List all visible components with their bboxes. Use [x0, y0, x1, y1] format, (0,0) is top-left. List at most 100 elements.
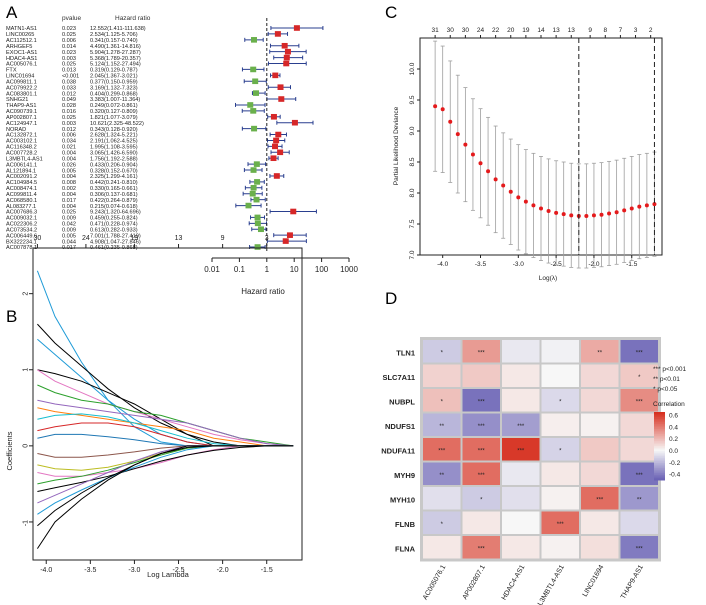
- heatmap-cell: [541, 487, 579, 510]
- forest-pvalue: 0.004: [62, 156, 76, 162]
- forest-hr-point: [274, 31, 281, 37]
- forest-gene-label: AC007878.1: [6, 245, 37, 251]
- heatmap-cell: [462, 536, 500, 559]
- lasso-coef-path: [37, 445, 294, 471]
- forest-pvalue: 0.044: [62, 239, 76, 245]
- heatmap-sig-star: ***: [478, 350, 486, 356]
- forest-hr-text: 4.908(1.047-27.846): [90, 239, 141, 245]
- cv-y-tick-label: 7.0: [409, 250, 416, 259]
- forest-hr-point: [251, 125, 258, 132]
- forest-pvalue: 0.005: [62, 168, 76, 174]
- cv-point: [448, 119, 453, 124]
- heatmap-sig-star: ***: [636, 546, 644, 552]
- forest-pvalue: 0.016: [62, 109, 76, 115]
- lasso-x-tick-label: -1.5: [261, 567, 273, 574]
- forest-hr-text: 0.404(0.299-0.868): [90, 91, 138, 97]
- heatmap-sig-star: *: [441, 399, 444, 405]
- forest-gene-label: NORAD: [6, 127, 26, 133]
- forest-pvalue: 0.026: [62, 162, 76, 168]
- forest-pvalue: 0.023: [62, 50, 76, 56]
- lasso-plot-frame: [32, 247, 303, 561]
- heatmap-cell: [502, 536, 540, 559]
- forest-gene-label: AC008474.1: [6, 186, 37, 192]
- forest-gene-label: AC116348.2: [6, 145, 37, 151]
- forest-hr-point: [278, 96, 285, 102]
- heatmap-cell: [581, 364, 619, 387]
- forest-gene-label: AC006449.6: [6, 233, 37, 239]
- forest-hr-point: [250, 108, 257, 114]
- forest-hr-text: 0.343(0.128-0.920): [90, 127, 138, 133]
- colorbar-segment: [654, 442, 665, 445]
- heatmap-cell: [581, 389, 619, 412]
- forest-gene-label: AC002091.2: [6, 174, 37, 180]
- forest-gene-label: BX322234.1: [6, 239, 37, 245]
- forest-xlabel: Hazard ratio: [241, 287, 285, 296]
- colorbar-segment: [654, 427, 665, 430]
- panel-label-a: A: [6, 3, 18, 22]
- heatmap-cell: [423, 438, 461, 461]
- forest-hr-text: 0.320(0.127-0.809): [90, 109, 138, 115]
- forest-hr-point: [277, 149, 284, 156]
- forest-gene-label: AC124947.1: [6, 121, 37, 127]
- forest-hr-text: 0.459(0.255-0.824): [90, 216, 138, 222]
- cv-point: [478, 161, 483, 166]
- cv-point: [470, 152, 475, 157]
- lasso-y-tick-label: 1: [23, 368, 30, 372]
- colorbar-segment: [654, 435, 665, 438]
- heatmap-cell: [581, 438, 619, 461]
- cv-point: [584, 213, 589, 218]
- colorbar-segment: [654, 471, 665, 474]
- heatmap-cell: [541, 413, 579, 436]
- forest-hr-text: 0.215(0.074-0.618): [90, 204, 138, 210]
- cv-top-tick-label: 13: [568, 27, 576, 34]
- forest-hr-point: [290, 208, 297, 215]
- colorbar-tick-label: 0.4: [669, 424, 678, 431]
- heatmap-cell: [541, 340, 579, 363]
- heatmap-cell: [502, 364, 540, 387]
- forest-pvalue: 0.002: [62, 186, 76, 192]
- heatmap-cell: [581, 511, 619, 534]
- forest-pvalue: 0.004: [62, 150, 76, 156]
- panel-label-d: D: [385, 289, 397, 308]
- cv-point: [539, 206, 543, 211]
- forest-gene-label: LINC00265: [6, 32, 34, 38]
- heatmap-sig-star: ***: [478, 424, 486, 430]
- lasso-y-tick-label: 0: [23, 444, 30, 448]
- colorbar-segment: [654, 464, 665, 467]
- cv-top-tick-label: 31: [432, 27, 440, 34]
- cv-point: [531, 203, 536, 208]
- forest-hr-text: 5.904(1.278-27.287): [90, 50, 141, 56]
- cv-point: [463, 142, 468, 147]
- forest-hr-text: 0.328(0.152-0.670): [90, 168, 138, 174]
- forest-gene-label: AC005076.1: [6, 62, 37, 68]
- forest-hr-text: 5.368(1.789-20.357): [90, 56, 141, 62]
- forest-pvalue: 0.003: [62, 121, 76, 127]
- heatmap-col-label: THAP9-AS1: [620, 564, 645, 601]
- heatmap-col-label: AC005076.1: [422, 564, 448, 601]
- forest-hr-text: 2.628(1.324-5.221): [90, 133, 138, 139]
- lasso-y-tick-label: 2: [23, 292, 30, 296]
- heatmap-cell: [462, 364, 500, 387]
- forest-hr-point: [273, 173, 280, 179]
- heatmap-sig-star: ***: [517, 424, 525, 430]
- colorbar-segment: [654, 451, 665, 454]
- forest-hr-text: 0.433(0.206-0.904): [90, 162, 138, 168]
- colorbar-segment: [654, 466, 665, 469]
- cv-top-tick-label: 2: [649, 27, 653, 34]
- heatmap-sig-star: *: [441, 522, 444, 528]
- sig-legend-3: * p<0.05: [653, 386, 678, 393]
- colorbar-segment: [654, 461, 665, 464]
- cv-top-tick-label: 7: [619, 27, 623, 34]
- lasso-xlabel: Log Lambda: [147, 570, 190, 579]
- cv-point: [629, 206, 634, 211]
- heatmap-cell: [620, 462, 658, 485]
- cv-x-tick-label: -3.5: [475, 261, 487, 268]
- cv-top-tick-label: 13: [553, 27, 561, 34]
- colorbar-tick-label: 0.0: [669, 448, 678, 455]
- cv-top-tick-label: 30: [447, 27, 455, 34]
- heatmap-sig-star: ***: [478, 448, 486, 454]
- cv-x-tick-label: -2.0: [588, 261, 600, 268]
- lasso-coef-path: [37, 399, 294, 447]
- lasso-coef-path: [36, 445, 294, 549]
